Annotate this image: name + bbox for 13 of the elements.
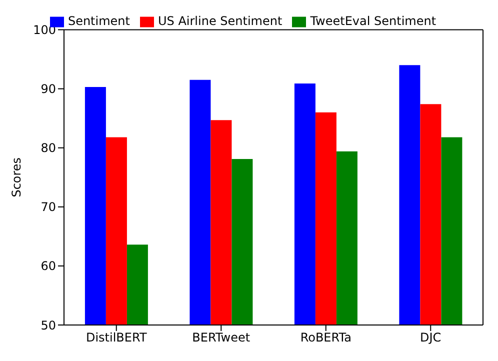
legend-label: US Airline Sentiment: [158, 14, 282, 28]
y-tick-label: 50: [40, 318, 56, 332]
x-tick-label: BERTweet: [192, 330, 250, 345]
legend-label: Sentiment: [68, 14, 130, 28]
x-tick-label: DJC: [420, 330, 442, 345]
x-tick-label: RoBERTa: [300, 330, 352, 345]
y-axis-title: Scores: [9, 157, 24, 198]
y-tick-label: 90: [40, 82, 56, 96]
y-tick-label: 60: [40, 259, 56, 274]
x-tick-label: DistilBERT: [86, 330, 148, 345]
y-tick-label: 70: [40, 200, 56, 214]
y-tick-label: 80: [40, 141, 56, 156]
legend-label: TweetEval Sentiment: [310, 14, 436, 28]
